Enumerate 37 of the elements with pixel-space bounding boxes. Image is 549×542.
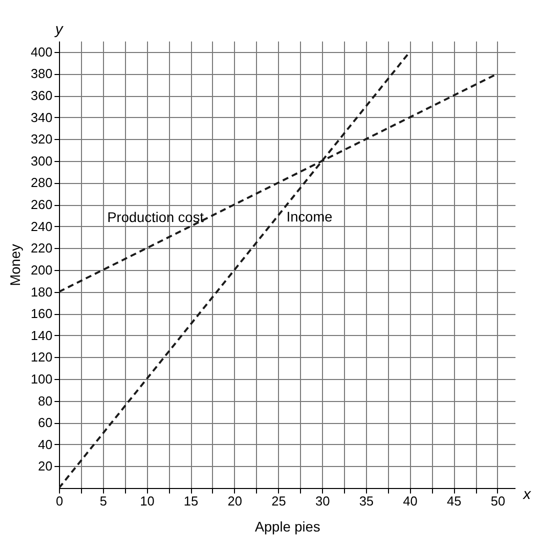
y-tick-label: 300 [30,153,52,168]
series-label: Income [286,208,333,225]
x-tick-label: 10 [140,494,154,508]
x-tick-label: 40 [403,494,418,508]
x-tick-label: 45 [446,494,462,508]
y-tick-label: 60 [38,415,52,430]
series-label: Production cost [107,208,204,225]
x-tick-label: 15 [184,494,198,508]
x-tick-label: 30 [315,494,330,508]
y-tick-label: 140 [30,328,52,343]
y-tick-label: 360 [30,88,52,104]
y-tick-label: 100 [30,371,52,386]
text: x [522,486,532,503]
y-tick-label: 20 [38,458,52,474]
y-tick-label: 80 [38,393,52,408]
y-tick-label: 260 [30,197,52,212]
y-tick-label: 160 [30,306,52,322]
text: y [54,21,64,38]
x-tick-label: 20 [228,494,242,508]
y-tick-label: 320 [30,132,52,147]
y-tick-label: 40 [38,436,52,452]
x-tick-label: 50 [490,494,506,508]
y-tick-label: 200 [30,262,52,278]
x-tick-label: 5 [100,494,107,508]
y-tick-label: 240 [30,218,52,234]
y-tick-label: 180 [30,284,52,300]
y-tick-label: 380 [30,66,52,82]
y-axis-title: Money [6,244,23,286]
x-axis-title: Apple pies [254,518,320,534]
y-tick-label: 400 [30,44,52,60]
x-tick-label: 0 [56,494,64,508]
y-tick-label: 120 [30,350,52,365]
y-tick-label: 220 [30,240,52,256]
y-tick-label: 280 [30,175,52,190]
y-tick-label: 340 [30,110,52,125]
x-tick-label: 35 [359,494,374,508]
x-tick-label: 25 [271,494,286,508]
